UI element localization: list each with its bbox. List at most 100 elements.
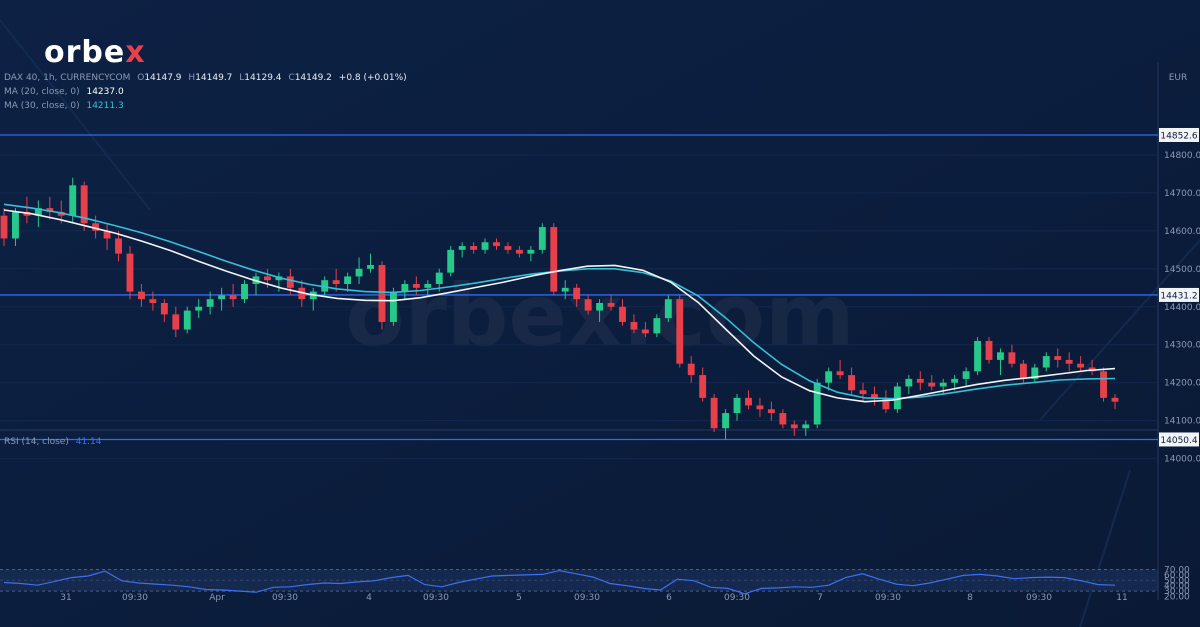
- candle: [916, 371, 924, 391]
- level-tag: [1159, 432, 1199, 447]
- candle: [195, 299, 203, 319]
- legend-symbol: DAX 40, 1h, CURRENCYCOM: [4, 73, 130, 83]
- candle: [733, 394, 741, 421]
- candle: [859, 382, 867, 402]
- candle: [12, 208, 19, 247]
- candle: [183, 306, 191, 334]
- price-axis: 14800.0 14700.0 14600.0 14500.0 14400.0 14300…: [1164, 151, 1200, 465]
- candle: [871, 386, 878, 406]
- candle: [286, 268, 294, 296]
- candle: [550, 223, 558, 296]
- candle: [241, 280, 248, 303]
- candle: [378, 261, 386, 330]
- candle: [928, 375, 936, 391]
- legend-ma20-label: MA (20, close, 0): [4, 87, 80, 97]
- svg-text:RSI (14, close) 41.14: RSI (14, close) 41.14: [4, 437, 102, 447]
- candle: [848, 367, 856, 395]
- candle: [1054, 348, 1062, 368]
- legend-close: 14149.2: [295, 73, 332, 83]
- candle: [103, 223, 111, 250]
- legend-change: +0.8 (+0.01%): [339, 73, 407, 83]
- level-tag: [1159, 287, 1199, 302]
- candle: [722, 409, 730, 440]
- price-tags: 14852.6 14431.2 14050.4: [1159, 127, 1199, 447]
- level-tag-label: 14852.6: [1160, 131, 1197, 141]
- candle: [0, 208, 8, 247]
- candle: [458, 242, 466, 258]
- rsi-tick-label: 30.00: [1164, 587, 1190, 597]
- candle: [538, 223, 546, 254]
- candle: [493, 238, 500, 250]
- background-decoration: [0, 19, 1200, 627]
- legend: DAX 40, 1h, CURRENCYCOM O14147.9 H14149.…: [4, 73, 407, 447]
- candle: [619, 299, 626, 326]
- candle: [515, 246, 523, 258]
- candle: [34, 200, 42, 228]
- time-tick-label: 09:30: [574, 593, 600, 603]
- candle: [985, 337, 993, 364]
- candle: [149, 291, 157, 311]
- price-tick-label: 14600.0: [1164, 227, 1200, 237]
- price-tick-label: 14700.0: [1164, 189, 1200, 199]
- candle: [298, 280, 306, 307]
- candle: [974, 337, 981, 376]
- candle: [745, 390, 752, 410]
- candle: [779, 409, 787, 429]
- rsi-line: [3, 569, 1116, 595]
- candle: [641, 321, 649, 338]
- currency-label: EUR: [1169, 73, 1188, 83]
- candle: [275, 272, 283, 292]
- candle: [630, 314, 638, 334]
- legend-ma20-value: 14237.0: [86, 87, 123, 97]
- candle: [653, 314, 661, 338]
- candle: [80, 181, 88, 231]
- rsi-tick-label: 40.00: [1164, 582, 1190, 592]
- orbex-logo: orbex: [44, 35, 145, 70]
- candle: [344, 272, 352, 292]
- candlestick-series: [0, 177, 1119, 440]
- legend-open: 14147.9: [144, 73, 181, 83]
- candle: [676, 295, 684, 368]
- rsi-tick-label: 50.00: [1164, 576, 1190, 586]
- candle: [1100, 367, 1107, 402]
- level-tag-label: 14431.2: [1160, 291, 1197, 301]
- candle: [527, 246, 535, 262]
- time-tick-label: 09:30: [724, 593, 750, 603]
- grid: [0, 154, 1158, 592]
- price-tick-label: 14800.0: [1164, 151, 1200, 161]
- time-tick-label: 6: [666, 593, 672, 603]
- candle: [1111, 394, 1119, 410]
- candle: [710, 394, 718, 433]
- candle: [424, 280, 432, 296]
- rsi-tick-label: 70.00: [1164, 566, 1190, 576]
- candle: [951, 375, 959, 391]
- legend-high: 14149.7: [195, 73, 232, 83]
- time-tick-label: 7: [817, 593, 823, 603]
- svg-text:DAX 40, 1h, CURRENCYCOM: DAX 40, 1h, CURRENCYCOM O14147.9 H14149.…: [4, 73, 407, 83]
- candle: [664, 295, 672, 322]
- time-tick-label: 09:30: [122, 593, 148, 603]
- candle: [389, 287, 397, 326]
- candle: [470, 242, 478, 254]
- legend-rsi-value: 41.14: [76, 437, 102, 447]
- candle: [997, 348, 1004, 376]
- candle: [229, 284, 237, 307]
- legend-ma30-value: 14211.3: [86, 101, 123, 111]
- candle: [825, 367, 833, 391]
- candle: [481, 238, 489, 254]
- legend-ma30-label: MA (30, close, 0): [4, 101, 80, 111]
- time-tick-label: 4: [366, 593, 372, 603]
- candle: [46, 196, 54, 220]
- candle: [1042, 352, 1050, 372]
- candle: [561, 280, 569, 300]
- price-tick-label: 14400.0: [1164, 303, 1200, 313]
- candle: [206, 291, 214, 315]
- candle: [1065, 352, 1073, 372]
- rsi-tick-label: 20.00: [1164, 593, 1190, 603]
- rsi-tick-label: 60.00: [1164, 571, 1190, 581]
- candle: [573, 284, 581, 307]
- price-tick-label: 14000.0: [1164, 455, 1200, 465]
- candle: [836, 359, 844, 379]
